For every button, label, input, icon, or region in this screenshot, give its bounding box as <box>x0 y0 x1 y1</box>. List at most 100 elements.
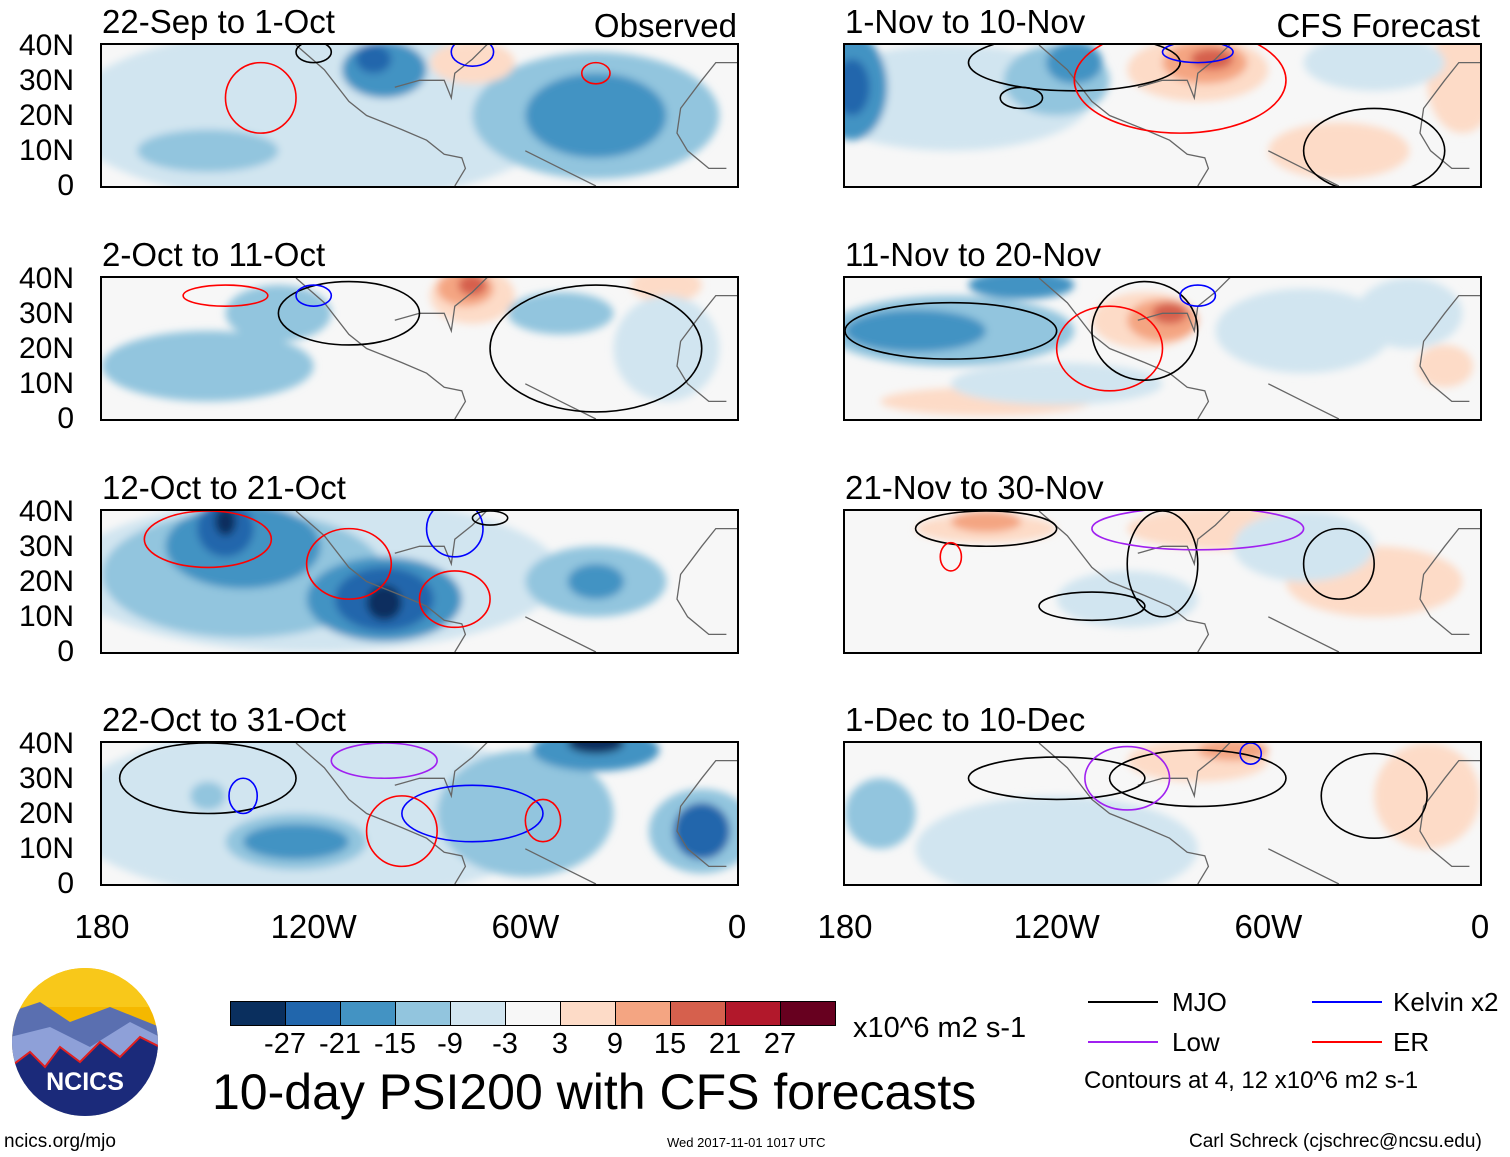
colorbar-swatch <box>231 1002 286 1025</box>
longitude-label: 120W <box>270 908 357 945</box>
colorbar-swatch <box>671 1002 726 1025</box>
anomaly-shading <box>1268 122 1410 179</box>
coastline <box>295 278 737 419</box>
ncics-logo: NCICS <box>10 967 160 1122</box>
colorbar-tick-label: -21 <box>319 1028 361 1060</box>
latitude-label: 10N <box>18 134 74 167</box>
wave-contour <box>1161 45 1234 64</box>
anomaly-shading <box>214 511 237 536</box>
legend-line-er <box>1312 1041 1382 1043</box>
anomaly-shading <box>458 278 487 296</box>
wave-contour <box>425 511 484 558</box>
legend-label-kelvin: Kelvin x2 <box>1393 987 1499 1017</box>
footer-author: Carl Schreck (cjschrec@ncsu.edu) <box>1189 1131 1482 1152</box>
wave-contour <box>118 743 297 815</box>
anomaly-shading <box>102 330 314 402</box>
map-panel <box>100 43 739 188</box>
wave-contour <box>1108 749 1287 808</box>
latitude-label: 20N <box>18 565 74 598</box>
map-panel <box>100 276 739 421</box>
latitude-label: 30N <box>18 297 74 330</box>
wave-contour <box>224 61 297 134</box>
legend-label-mjo: MJO <box>1172 987 1227 1017</box>
anomaly-shading <box>1056 570 1198 628</box>
coastline <box>295 45 737 186</box>
panel-period-title: 22-Sep to 1-Oct <box>102 3 335 40</box>
longitude-label: 180 <box>817 908 873 945</box>
legend-line-low <box>1088 1041 1158 1043</box>
wave-contour <box>1038 591 1146 622</box>
map-panel <box>843 276 1482 421</box>
wave-contour <box>1320 752 1428 839</box>
colorbar-tick-label: 9 <box>606 1028 624 1060</box>
coastline <box>1038 511 1480 652</box>
anomaly-shading <box>507 292 614 335</box>
wave-contour <box>418 570 491 629</box>
colorbar-swatch <box>726 1002 781 1025</box>
latitude-label: 20N <box>18 99 74 132</box>
wave-contour <box>967 756 1146 801</box>
wave-contour <box>1179 284 1217 307</box>
anomaly-shading <box>950 362 1163 405</box>
map-panel <box>100 741 739 886</box>
anomaly-shading <box>845 59 870 116</box>
anomaly-shading <box>243 824 349 860</box>
longitude-label: 120W <box>1013 908 1100 945</box>
wave-contour <box>524 798 562 843</box>
panel-period-title: 2-Oct to 11-Oct <box>102 236 326 273</box>
anomaly-shading <box>356 45 392 74</box>
latitude-label: 10N <box>18 367 74 400</box>
colorbar-tick-label: -15 <box>374 1028 416 1060</box>
panel-type-tag: CFS Forecast <box>1276 7 1480 44</box>
wave-contour <box>999 86 1044 110</box>
colorbar-swatch <box>506 1002 561 1025</box>
colorbar-tick-label: -3 <box>492 1028 518 1060</box>
anomaly-shading <box>102 62 208 134</box>
anomaly-shading <box>102 743 561 884</box>
anomaly-shading <box>631 278 702 303</box>
anomaly-shading <box>532 743 660 772</box>
colorbar-swatch <box>396 1002 451 1025</box>
wave-contour <box>471 511 509 526</box>
anomaly-shading <box>190 781 226 810</box>
latitude-label: 40N <box>18 495 74 528</box>
colorbar-swatch <box>341 1002 396 1025</box>
panel-period-title: 11-Nov to 20-Nov <box>845 236 1102 273</box>
latitude-label: 40N <box>18 262 74 295</box>
wave-contour <box>305 527 393 600</box>
anomaly-shading <box>915 795 1198 884</box>
latitude-label: 40N <box>18 727 74 760</box>
colorbar-tick-label: -9 <box>437 1028 463 1060</box>
wave-contour <box>914 511 1058 548</box>
wave-contour <box>450 45 495 67</box>
panel-period-title: 22-Oct to 31-Oct <box>102 701 346 738</box>
anomaly-shading <box>525 73 667 158</box>
anomaly-shading <box>950 511 1022 533</box>
wave-contour <box>295 284 333 307</box>
map-panel <box>843 741 1482 886</box>
anomaly-shading <box>845 309 987 353</box>
wave-contour <box>845 301 1058 360</box>
coastline <box>295 511 737 652</box>
wave-contour <box>967 45 1181 92</box>
wave-contour <box>330 743 438 780</box>
wave-contour <box>1091 511 1305 551</box>
panel-type-tag: Observed <box>593 7 737 44</box>
wave-contour <box>939 541 963 572</box>
longitude-label: 0 <box>1470 908 1490 945</box>
colorbar-tick-label: -27 <box>264 1028 306 1060</box>
anomaly-shading <box>567 563 625 600</box>
wave-contour <box>1126 511 1199 618</box>
map-panel <box>843 43 1482 188</box>
coastline <box>295 743 737 884</box>
wave-contour <box>1084 745 1171 811</box>
anomaly-shading <box>567 743 625 754</box>
contour-note: Contours at 4, 12 x10^6 m2 s-1 <box>1084 1067 1419 1094</box>
colorbar-swatch <box>286 1002 341 1025</box>
footer-url[interactable]: ncics.org/mjo <box>4 1131 116 1152</box>
latitude-label: 0 <box>57 169 74 202</box>
figure-title: 10-day PSI200 with CFS forecasts <box>212 1064 977 1120</box>
anomaly-shading <box>437 750 614 877</box>
coastline <box>1038 743 1480 884</box>
colorbar-tick-label: 27 <box>763 1028 797 1060</box>
